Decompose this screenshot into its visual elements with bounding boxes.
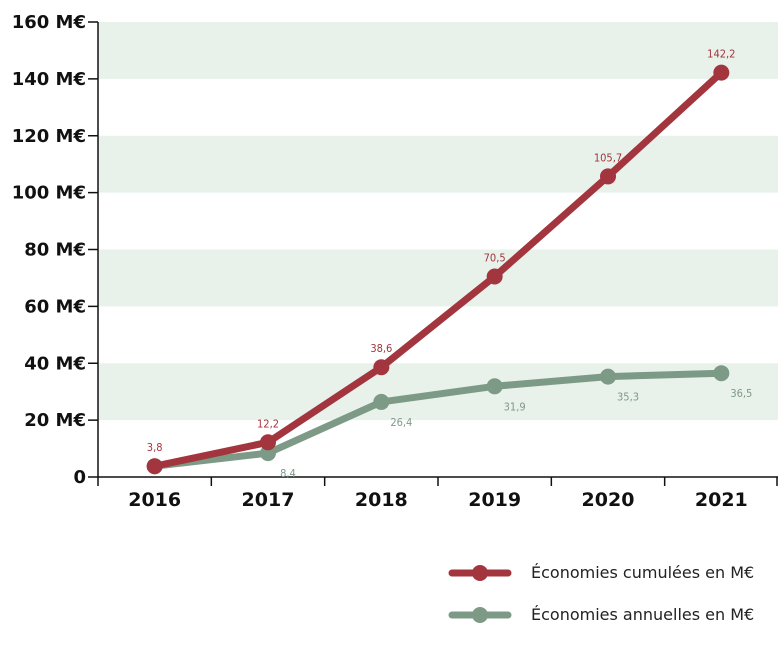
x-tick-label: 2019 [468,489,521,511]
y-tick-label: 140 M€ [12,69,86,90]
data-label-annual: 8,4 [280,467,296,480]
point-cumulative [486,268,503,285]
data-label-cumulative: 105,7 [594,151,622,164]
line-cumulative [151,69,725,470]
data-label-cumulative: 70,5 [484,252,506,265]
point-cumulative [600,168,616,185]
y-tick-label: 120 M€ [12,126,86,147]
point-annual [713,365,730,382]
y-tick-label: 40 M€ [24,353,86,374]
point-cumulative [713,64,730,81]
point-cumulative [373,359,390,376]
y-tick-label: 80 M€ [24,240,86,261]
y-tick-label: 0 [73,467,86,488]
legend-item-annual: Économies annuelles en M€ [440,604,778,646]
x-tick-label: 2018 [355,489,408,511]
grid-band [98,249,778,307]
data-label-annual: 31,9 [504,400,526,413]
legend-marker-annual [448,607,512,623]
line-annual [151,369,725,470]
legend: Économies cumulées en M€ Économies annue… [440,562,778,646]
x-tick-label: 2020 [582,489,635,511]
legend-marker-cumulative [448,565,512,581]
point-cumulative [260,434,276,451]
data-label-cumulative: 142,2 [707,48,735,61]
point-annual [373,393,390,410]
data-label-cumulative: 38,6 [370,342,392,355]
y-tick-label: 60 M€ [24,296,86,317]
point-cumulative [146,458,163,475]
grid-band [98,22,778,79]
legend-label-cumulative: Économies cumulées en M€ [531,563,755,582]
x-tick-label: 2021 [695,489,748,511]
data-label-annual: 36,5 [730,387,752,400]
point-annual [600,368,616,385]
grid-band [98,135,778,193]
line-chart: 0 20 M€ 40 M€ 60 M€ 80 M€ 100 M€ 120 M€ 140 M€ 1… [12,12,778,511]
x-tick-label: 2017 [242,489,295,511]
legend-item-cumulative: Économies cumulées en M€ [440,562,778,604]
y-tick-label: 160 M€ [12,12,86,33]
legend-label-annual: Économies annuelles en M€ [531,605,755,624]
data-label-annual: 35,3 [617,391,639,404]
y-tick-label: 100 M€ [12,183,86,204]
series-cumulative [146,64,730,475]
data-label-cumulative: 3,8 [147,441,163,454]
data-label-annual: 26,4 [390,416,412,429]
y-tick-label: 20 M€ [24,410,86,431]
data-label-cumulative: 12,2 [257,417,279,430]
x-tick-label: 2016 [128,489,181,511]
point-annual [486,378,503,395]
